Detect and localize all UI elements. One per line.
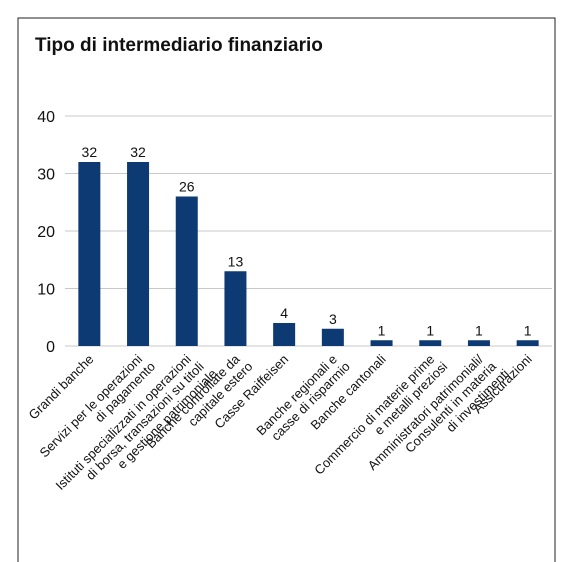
- bar: [78, 162, 101, 346]
- value-label: 1: [378, 322, 386, 338]
- frame: [17, 17, 556, 562]
- value-label: 13: [228, 253, 244, 269]
- y-tick-label: 30: [37, 167, 55, 184]
- value-label: 32: [82, 144, 98, 160]
- chart-title: Tipo di intermediario finanziario: [35, 35, 323, 56]
- value-label: 4: [280, 305, 288, 321]
- bar: [321, 328, 344, 346]
- value-label: 32: [130, 144, 146, 160]
- value-label: 26: [179, 179, 195, 195]
- bar: [224, 271, 247, 346]
- bar: [127, 162, 150, 346]
- y-tick-label: 0: [46, 339, 55, 356]
- bar: [516, 340, 539, 346]
- bar: [370, 340, 393, 346]
- bar: [175, 196, 198, 346]
- bar: [419, 340, 442, 346]
- bar: [273, 323, 296, 346]
- value-label: 1: [426, 322, 434, 338]
- y-tick-label: 10: [37, 282, 55, 299]
- value-label: 3: [329, 311, 337, 327]
- y-tick-label: 40: [37, 109, 55, 126]
- y-tick-label: 20: [37, 224, 55, 241]
- value-label: 1: [475, 322, 483, 338]
- value-label: 1: [524, 322, 532, 338]
- bar: [467, 340, 490, 346]
